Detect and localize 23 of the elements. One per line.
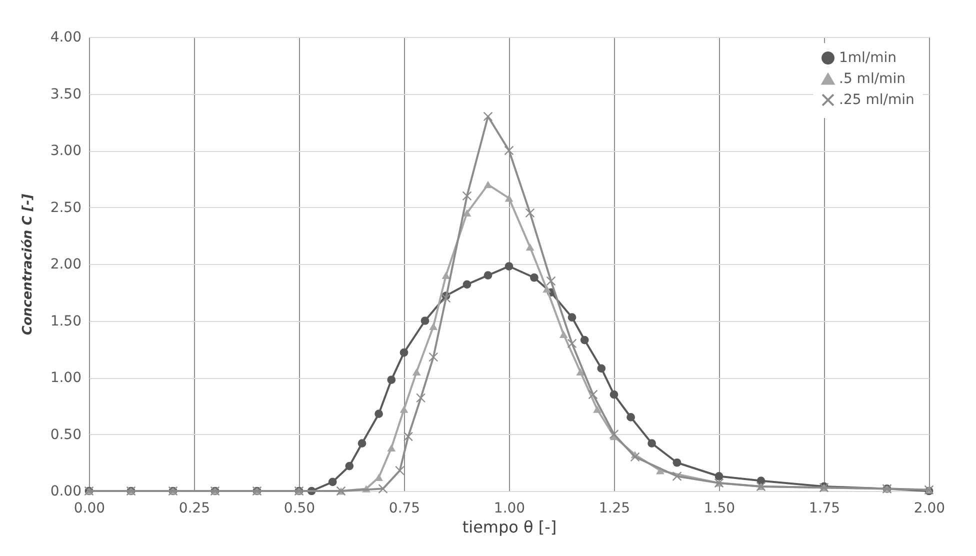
y-tick-label: 0.00: [50, 484, 82, 500]
x-axis-title: tiempo θ [-]: [462, 518, 557, 536]
x-tick-label: 0.25: [178, 500, 210, 516]
y-tick-label: 0.50: [50, 426, 82, 443]
y-tick-label: 2.50: [50, 200, 82, 216]
y-tick-label: 2.00: [50, 256, 82, 272]
y-axis-title: Concentración C [-]: [20, 194, 36, 336]
y-tick-label: 3.50: [50, 86, 82, 102]
x-tick-label: 0.50: [284, 500, 316, 516]
x-tick-label: 2.00: [914, 500, 946, 516]
legend-label: .25 ml/min: [839, 92, 914, 108]
x-tick-label: 1.00: [494, 500, 526, 516]
x-tick-label: 1.75: [808, 500, 840, 516]
y-tick-label: 3.00: [50, 143, 82, 159]
y-tick-label: 4.00: [50, 30, 82, 46]
x-tick-label: 0.75: [388, 500, 420, 516]
legend-label: 1ml/min: [839, 50, 897, 66]
x-tick-label: 0.00: [74, 500, 106, 516]
y-tick-label: 1.50: [50, 313, 82, 330]
x-tick-label: 1.50: [704, 500, 736, 516]
y-tick-label: 1.00: [50, 370, 82, 386]
x-tick-label: 1.25: [598, 500, 630, 516]
legend-label: .5 ml/min: [839, 71, 906, 87]
